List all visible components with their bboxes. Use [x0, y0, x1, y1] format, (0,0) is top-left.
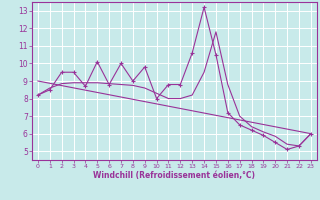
- X-axis label: Windchill (Refroidissement éolien,°C): Windchill (Refroidissement éolien,°C): [93, 171, 255, 180]
